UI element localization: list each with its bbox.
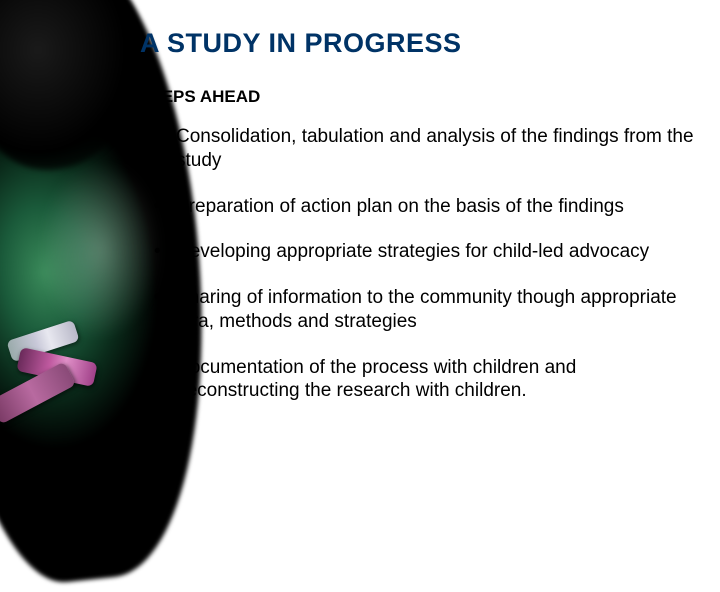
- bullet-item: Preparation of action plan on the basis …: [140, 195, 696, 219]
- bullet-list: Consolidation, tabulation and analysis o…: [140, 125, 696, 403]
- bullet-item: Sharing of information to the community …: [140, 286, 696, 334]
- slide-title: A STUDY IN PROGRESS: [140, 28, 696, 59]
- bullet-item: Developing appropriate strategies for ch…: [140, 240, 696, 264]
- slide-subtitle: STEPS AHEAD: [140, 87, 696, 107]
- slide-content: A STUDY IN PROGRESS STEPS AHEAD Consolid…: [140, 28, 696, 425]
- bullet-item: Documentation of the process with childr…: [140, 356, 696, 404]
- bullet-item: Consolidation, tabulation and analysis o…: [140, 125, 696, 173]
